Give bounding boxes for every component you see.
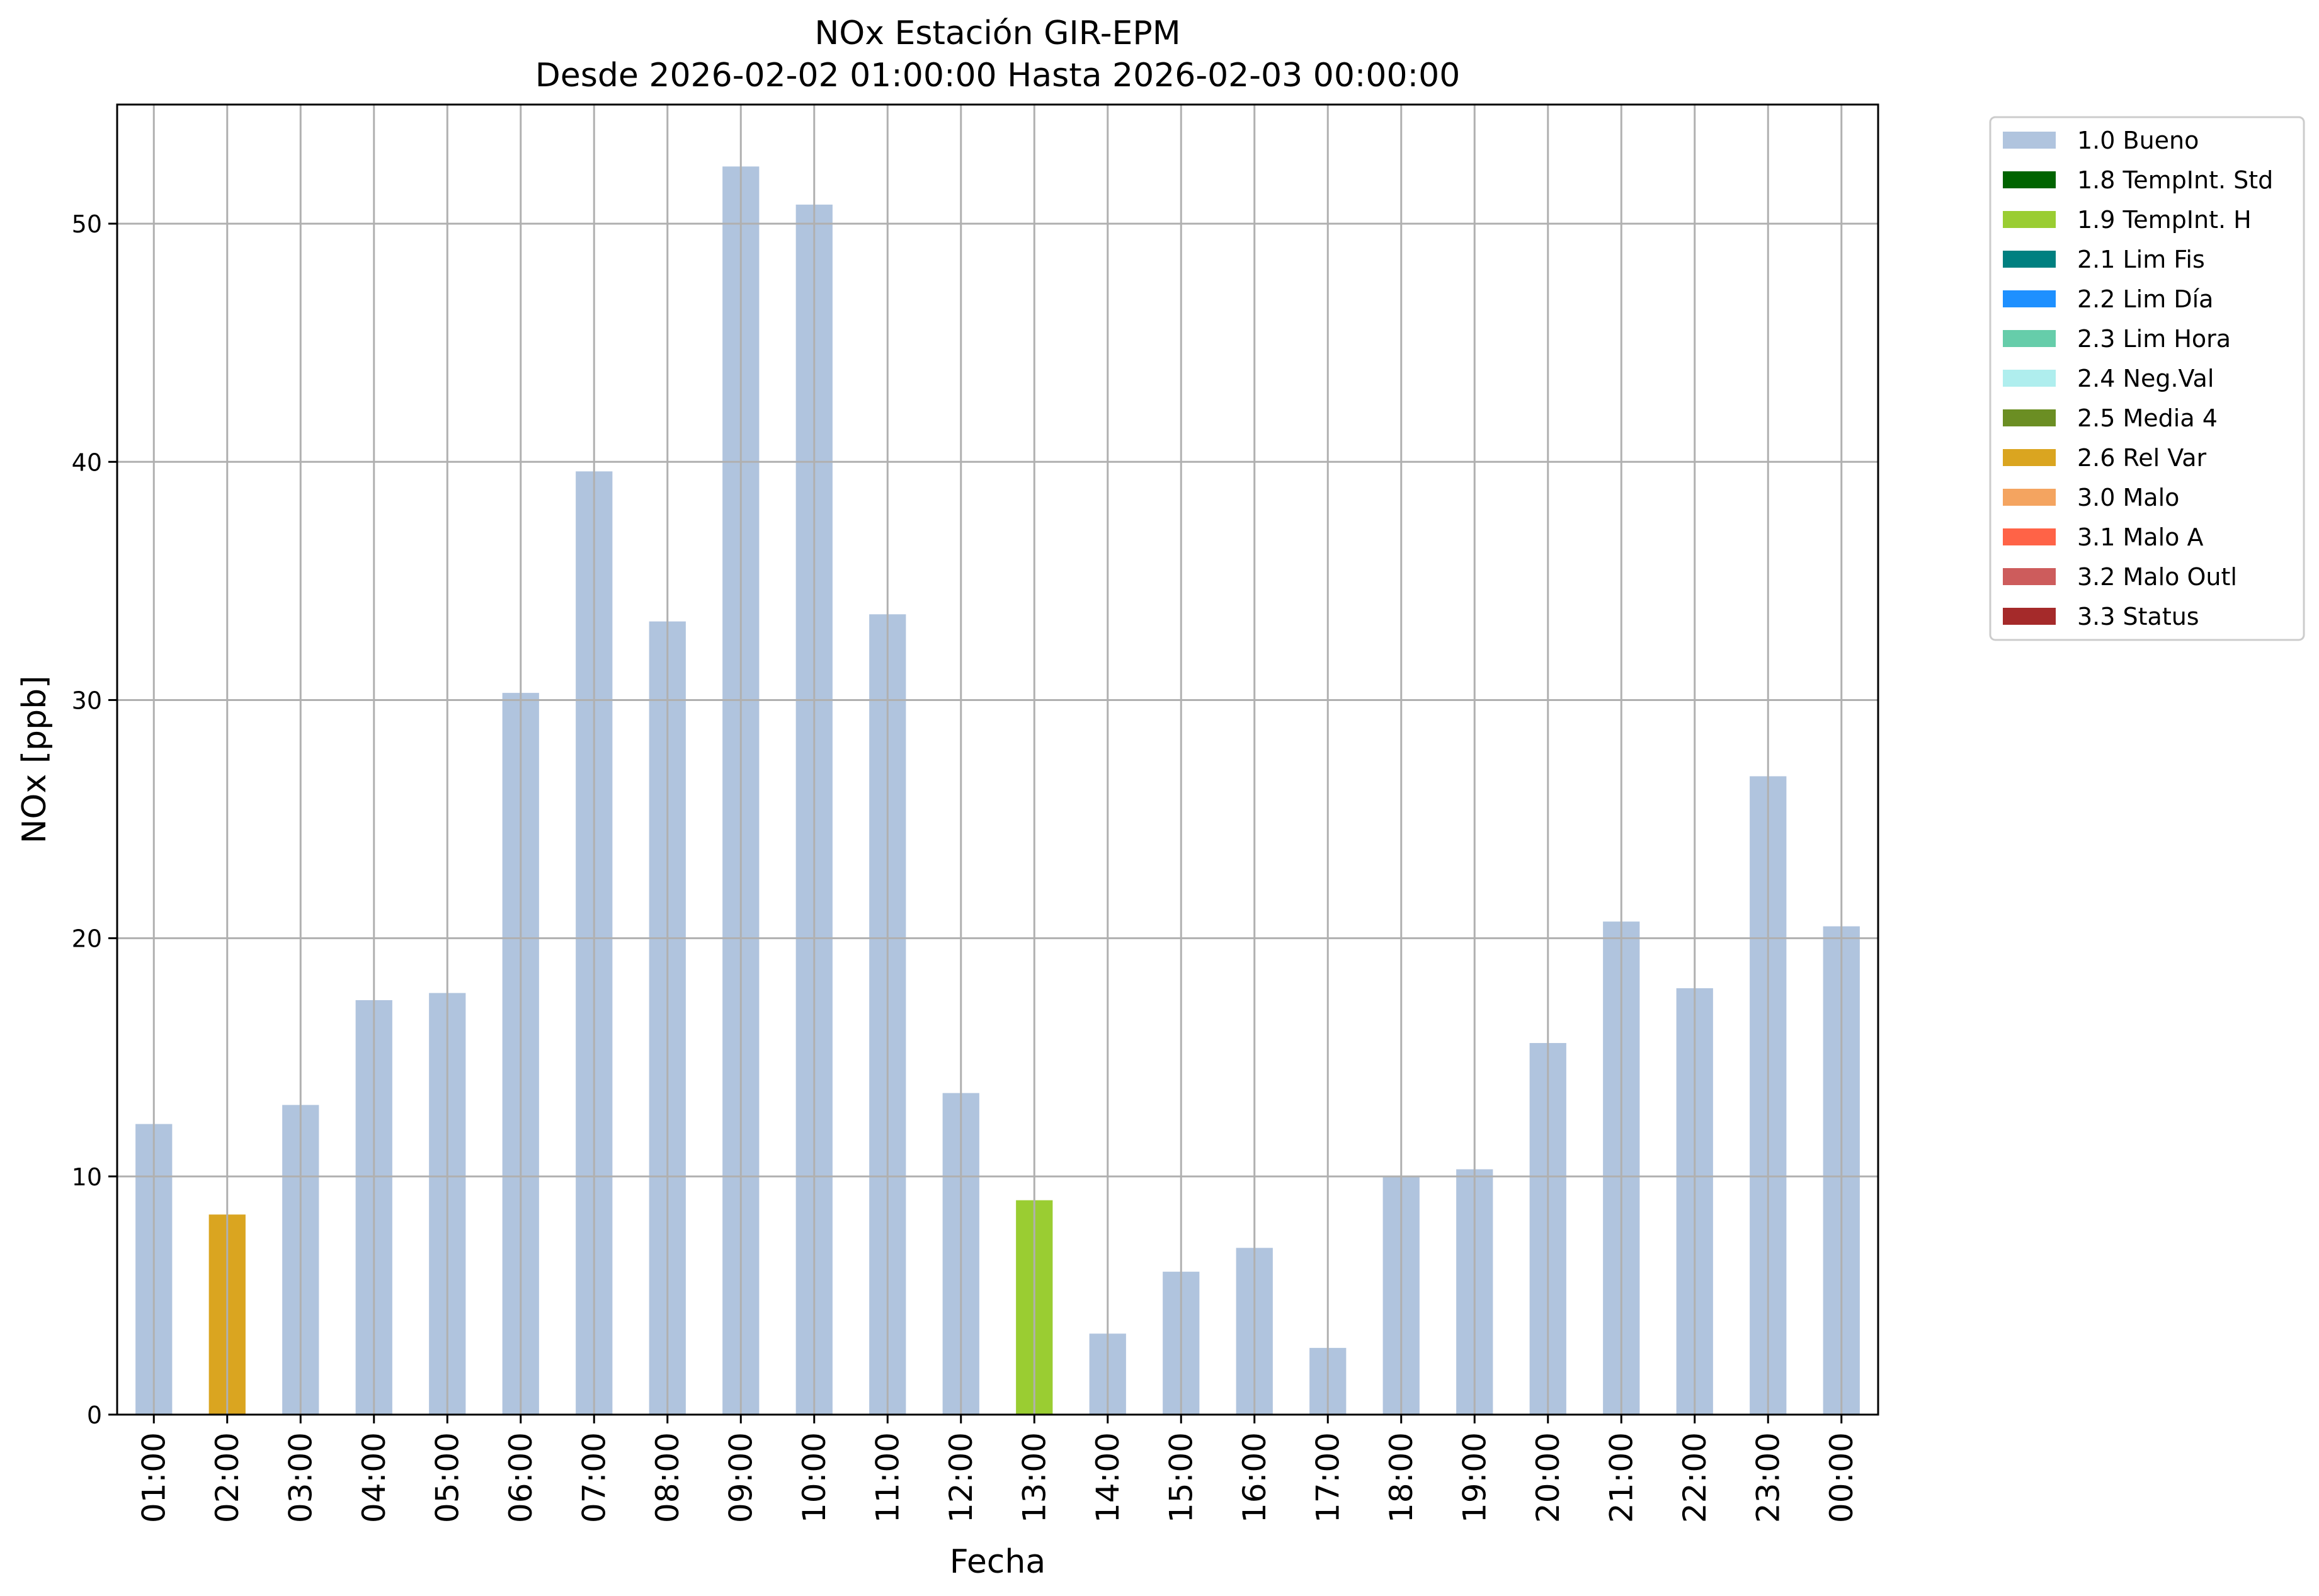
x-tick-label: 00:00	[1823, 1432, 1860, 1523]
legend-entry: 2.2 Lim Día	[2077, 285, 2213, 313]
x-tick-label: 21:00	[1603, 1432, 1639, 1523]
x-tick-label: 09:00	[722, 1432, 759, 1523]
x-tick-label: 22:00	[1677, 1432, 1713, 1523]
x-tick-label: 07:00	[576, 1432, 612, 1523]
legend-entry: 3.1 Malo A	[2077, 523, 2203, 551]
legend-swatch	[2003, 568, 2056, 585]
legend-entry: 1.0 Bueno	[2077, 127, 2199, 154]
y-axis-label: NOx [ppb]	[16, 676, 54, 844]
legend: 1.0 Bueno 1.8 TempInt. Std 1.9 TempInt. H 2…	[1989, 116, 2305, 641]
legend-entry: 3.2 Malo Outl	[2077, 563, 2237, 591]
legend-swatch	[2003, 132, 2056, 149]
legend-entry: 2.4 Neg.Val	[2077, 365, 2214, 392]
x-tick-label: 14:00	[1090, 1432, 1126, 1523]
legend-swatch	[2003, 608, 2056, 625]
x-tick-label: 16:00	[1236, 1432, 1273, 1523]
x-tick-label: 04:00	[356, 1432, 392, 1523]
y-tick-label: 40	[72, 448, 102, 476]
y-tick-label: 20	[72, 925, 102, 953]
y-tick-label: 0	[87, 1401, 102, 1429]
legend-entry: 1.9 TempInt. H	[2077, 206, 2252, 234]
x-tick-label: 02:00	[209, 1432, 246, 1523]
x-axis-label: Fecha	[950, 1543, 1046, 1581]
legend-entry: 2.1 Lim Fis	[2077, 246, 2205, 273]
x-tick-label: 05:00	[429, 1432, 465, 1523]
x-tick-label: 20:00	[1530, 1432, 1566, 1523]
bars-layer	[117, 105, 1878, 1416]
x-tick-label: 19:00	[1456, 1432, 1493, 1523]
x-tick-label: 13:00	[1016, 1432, 1052, 1523]
x-tick-label: 18:00	[1383, 1432, 1420, 1523]
chart-title: NOx Estación GIR-EPM	[814, 14, 1180, 52]
y-tick-label: 10	[72, 1163, 102, 1191]
x-tick-label: 12:00	[943, 1432, 979, 1523]
legend-swatch	[2003, 409, 2056, 426]
chart-subtitle: Desde 2026-02-02 01:00:00 Hasta 2026-02-…	[535, 57, 1461, 94]
legend-entry: 3.0 Malo	[2077, 484, 2179, 511]
legend-entry: 3.3 Status	[2077, 603, 2199, 630]
legend-swatch	[2003, 211, 2056, 228]
legend-swatch	[2003, 370, 2056, 387]
y-tick-label: 50	[72, 210, 102, 238]
legend-entry: 2.6 Rel Var	[2077, 444, 2207, 472]
legend-entry: 2.3 Lim Hora	[2077, 325, 2231, 353]
x-tick-label: 08:00	[649, 1432, 686, 1523]
x-axis: 01:00 02:00 03:00 04:00 05:00 06:00 07:00 08:00…	[135, 1415, 1860, 1523]
legend-swatch	[2003, 171, 2056, 188]
legend-swatch	[2003, 330, 2056, 347]
legend-entry: 2.5 Media 4	[2077, 404, 2218, 432]
x-tick-label: 01:00	[135, 1432, 172, 1523]
legend-swatch	[2003, 290, 2056, 307]
x-tick-label: 15:00	[1163, 1432, 1199, 1523]
legend-entry: 1.8 TempInt. Std	[2077, 166, 2273, 194]
y-tick-label: 30	[72, 687, 102, 714]
plot-frame	[116, 103, 1879, 1416]
legend-swatch	[2003, 528, 2056, 545]
x-tick-label: 10:00	[796, 1432, 833, 1523]
x-tick-label: 03:00	[282, 1432, 319, 1523]
x-tick-label: 17:00	[1309, 1432, 1346, 1523]
legend-swatch	[2003, 489, 2056, 506]
legend-swatch	[2003, 449, 2056, 466]
x-tick-label: 11:00	[869, 1432, 906, 1523]
x-tick-label: 06:00	[503, 1432, 539, 1523]
y-axis: 0 10 20 30 40 50	[72, 210, 117, 1429]
legend-frame	[1989, 116, 2305, 641]
legend-swatch	[2003, 251, 2056, 268]
x-tick-label: 23:00	[1750, 1432, 1786, 1523]
